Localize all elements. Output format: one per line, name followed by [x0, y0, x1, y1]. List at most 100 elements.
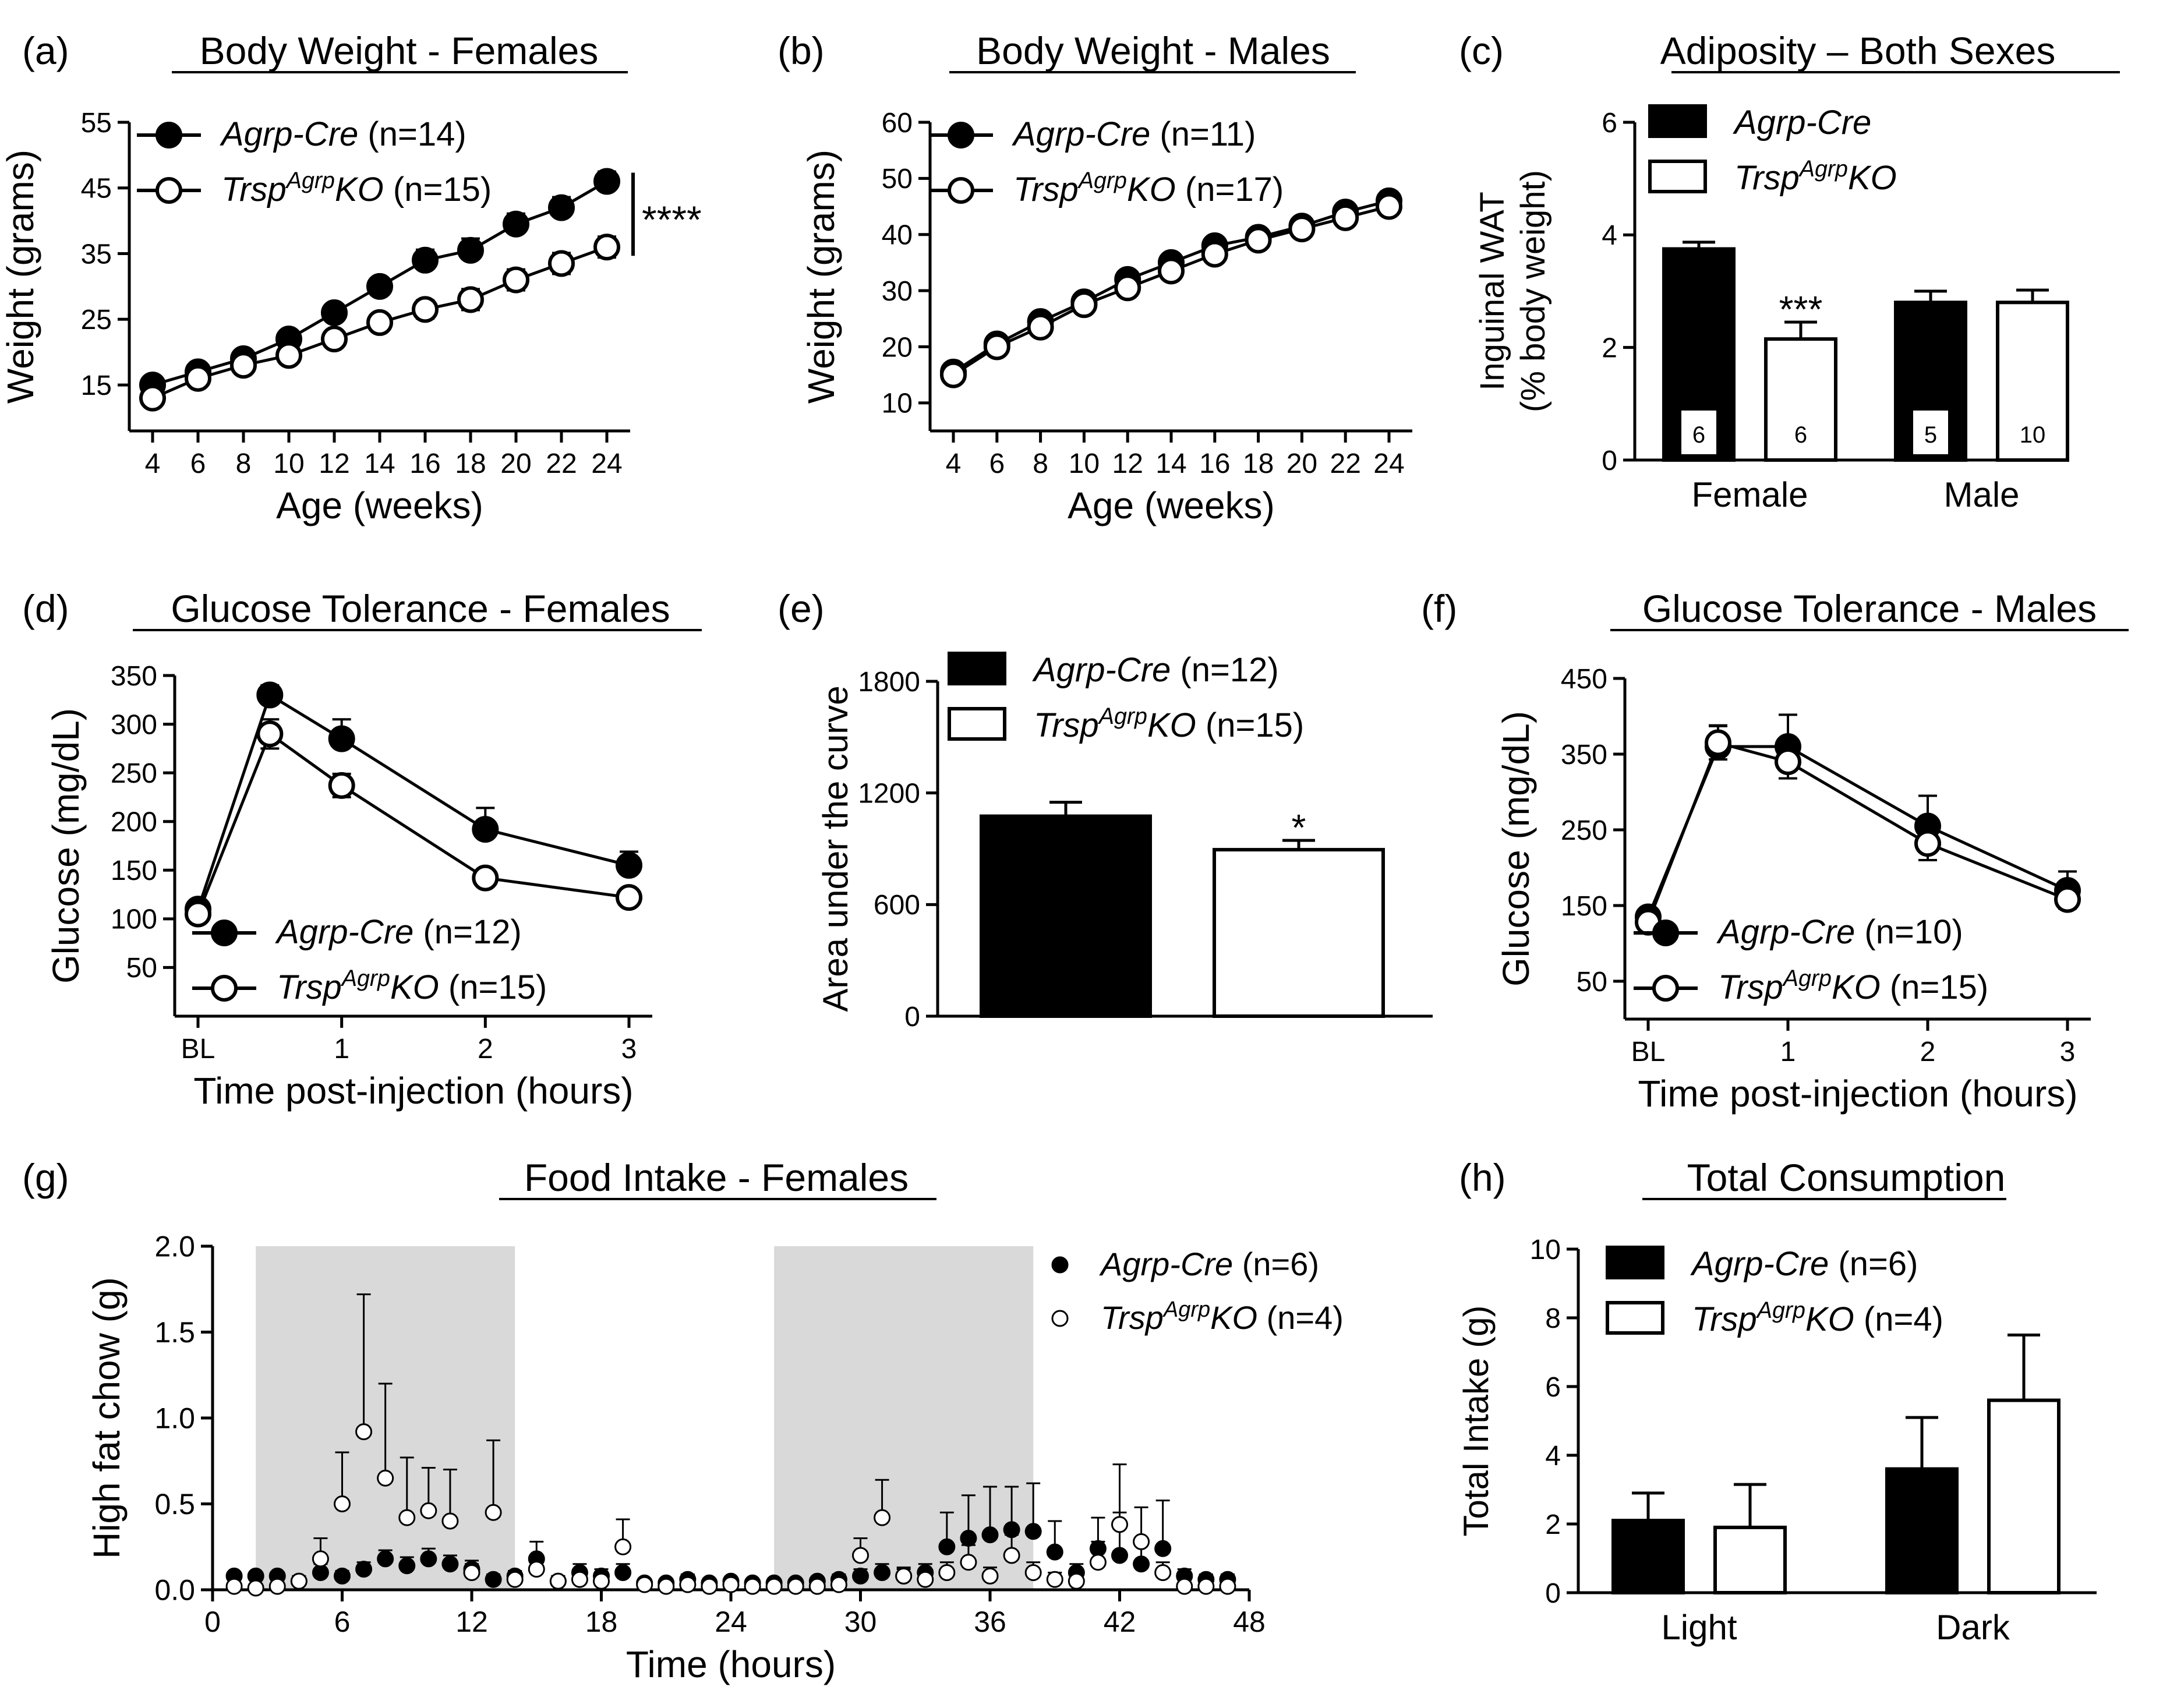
x-tick-label: 10 [1069, 448, 1100, 479]
panel-title: Food Intake - Females [524, 1156, 909, 1199]
x-tick-label: 36 [974, 1606, 1006, 1638]
data-point-open [679, 1576, 697, 1593]
data-point-filled [256, 681, 284, 709]
x-tick-label: 42 [1104, 1606, 1136, 1638]
y-axis-label-line2: (% body weight) [1514, 170, 1552, 412]
x-tick-label: 14 [1155, 448, 1186, 479]
legend-italic-suffix: KO [1147, 706, 1196, 744]
data-point-open [1070, 291, 1098, 319]
data-point-open [1775, 748, 1801, 775]
data-point-open [1027, 313, 1054, 341]
legend-n: (n=4) [1854, 1300, 1943, 1338]
legend-italic: Agrp-Cre [220, 115, 358, 153]
x-axis-label: Age (weeks) [1068, 485, 1275, 526]
data-point-filled [412, 246, 439, 274]
x-tick-label: 6 [334, 1606, 351, 1638]
data-point-open [940, 361, 967, 388]
data-point-open [808, 1578, 826, 1595]
data-point-open [895, 1567, 913, 1585]
x-tick-label: 18 [1243, 448, 1274, 479]
legend-label-0: Agrp-Cre (n=11) [1012, 115, 1256, 153]
panel-f: (f) Glucose Tolerance - Males 50 150 250 350 4… [1421, 587, 2129, 1115]
data-point-open [256, 720, 284, 748]
data-point-open [1154, 1564, 1172, 1581]
data-point-open [1219, 1578, 1236, 1595]
data-point-open [658, 1578, 675, 1595]
legend-open-marker [211, 975, 238, 1002]
y-tick-label: 1.0 [154, 1402, 195, 1435]
legend-superscript: Agrp [1798, 156, 1848, 182]
x-tick-label: 30 [844, 1606, 877, 1638]
y-tick-label: 20 [882, 332, 913, 363]
legend-italic-suffix: KO [1210, 1299, 1257, 1336]
data-point-open [1133, 1533, 1150, 1550]
data-point-open [1705, 729, 1731, 756]
legend-open-marker [155, 177, 182, 204]
legend-italic: Agrp-Cre [1690, 1245, 1829, 1283]
series-Agrp-Cre [185, 681, 642, 923]
legend-label-0: Agrp-Cre (n=6) [1690, 1245, 1918, 1283]
data-point-open [960, 1554, 977, 1571]
data-point-filled [366, 273, 393, 300]
x-tick-label: BL [181, 1034, 215, 1065]
data-point-open [1376, 193, 1402, 220]
legend-label-0: Agrp-Cre (n=14) [220, 115, 466, 153]
legend-superscript: Agrp [341, 966, 390, 991]
data-point-filled [938, 1538, 956, 1555]
x-tick-label: 8 [236, 448, 252, 479]
data-point-open [983, 333, 1010, 360]
data-point-open [1089, 1554, 1107, 1571]
y-tick-label: 300 [111, 709, 157, 740]
panel-title: Body Weight - Females [200, 29, 599, 72]
legend-italic: Agrp-Cre [1716, 913, 1855, 951]
x-axis-label: Age (weeks) [276, 485, 483, 526]
panel-letter: (a) [22, 29, 69, 72]
series-TrspAgrpKO: 6 10 [1764, 288, 2069, 462]
legend-italic: Trsp [1101, 1299, 1164, 1336]
significance-stars: * [1292, 807, 1306, 848]
data-point-open [1197, 1578, 1215, 1595]
y-axis-label: Weight (grams) [800, 150, 842, 404]
x-tick-label: 4 [145, 448, 161, 479]
x-tick-label: 10 [273, 448, 304, 479]
y-tick-label: 30 [882, 276, 913, 307]
x-tick-label: 16 [409, 448, 440, 479]
data-point-open [593, 234, 620, 261]
x-tick-label: 16 [1199, 448, 1230, 479]
data-point-filled [852, 1567, 869, 1585]
x-tick-label: 8 [1033, 448, 1048, 479]
bar [1885, 1467, 1959, 1595]
series-Agrp-Cre [1611, 1416, 1959, 1595]
panel-g: (g) Food Intake - Females 0.0 0.5 1.0 1.5 2.0 0… [22, 1156, 1344, 1685]
panel-a: (a) Body Weight - Females 15 25 35 45 55 4 6 8 10 1… [0, 29, 702, 526]
legend-italic: Trsp [1734, 159, 1800, 197]
data-point-filled [614, 1564, 632, 1581]
x-tick-label: 2 [478, 1034, 493, 1065]
y-tick-label: 2.0 [154, 1230, 195, 1263]
data-point-open [247, 1579, 264, 1597]
data-point-open [441, 1512, 459, 1530]
bar [980, 814, 1152, 1018]
n-label: 6 [1692, 422, 1705, 448]
panel-letter: (f) [1421, 587, 1457, 630]
x-tick-label: 12 [455, 1606, 488, 1638]
data-point-open [321, 326, 348, 353]
data-point-open [1158, 257, 1185, 285]
data-point-open [334, 1495, 351, 1512]
y-tick-label: 100 [111, 904, 157, 935]
data-point-open [328, 772, 355, 799]
legend-label-0: Agrp-Cre (n=12) [275, 913, 522, 951]
panel-h: (h) Total Consumption 0 2 4 6 8 10 Total Intake … [1457, 1156, 2097, 1647]
y-tick-label: 0.5 [154, 1488, 195, 1520]
series-Agrp-Cre [940, 187, 1402, 386]
x-tick-label: 4 [946, 448, 962, 479]
series-line [1646, 745, 2069, 918]
data-point-filled [334, 1567, 351, 1585]
data-point-open [874, 1509, 891, 1526]
legend-n: (n=10) [1855, 913, 1963, 951]
data-point-open [981, 1567, 999, 1585]
data-point-open [787, 1578, 804, 1595]
n-label-box [1783, 411, 1818, 454]
